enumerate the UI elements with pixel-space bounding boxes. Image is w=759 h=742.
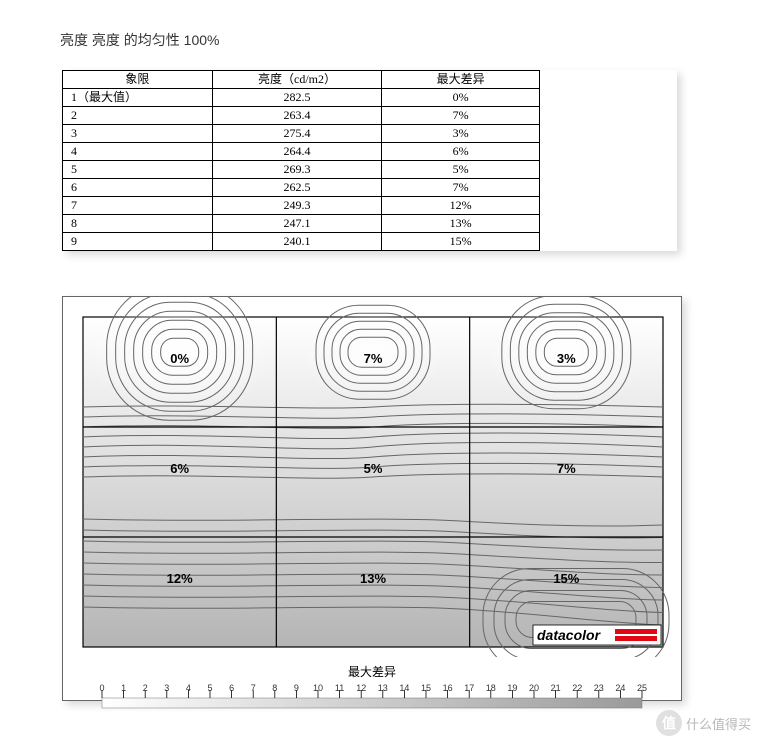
table-cell: 264.4: [212, 143, 382, 161]
watermark-text: 什么值得买: [686, 714, 751, 733]
zone-label: 0%: [170, 351, 189, 366]
zone-label: 3%: [557, 351, 576, 366]
scale-tick: 5: [207, 684, 212, 693]
table-cell: 12%: [382, 197, 540, 215]
svg-text:datacolor: datacolor: [537, 627, 602, 643]
scale-label: 最大差异: [63, 663, 681, 680]
scale-tick: 21: [551, 684, 561, 693]
table-cell: 269.3: [212, 161, 382, 179]
zone-label: 6%: [170, 461, 189, 476]
scale-tick: 17: [464, 684, 474, 693]
uniformity-table: 象限 亮度（cd/m2） 最大差异 1（最大值）282.50%2263.47%3…: [62, 70, 540, 251]
table-cell: 13%: [382, 215, 540, 233]
table-cell: 0%: [382, 89, 540, 107]
table-cell: 5: [63, 161, 213, 179]
scale-bar-wrap: 0123456789101112131415161718192021222324…: [63, 684, 681, 714]
table-cell: 240.1: [212, 233, 382, 251]
table-row: 1（最大值）282.50%: [63, 89, 540, 107]
scale-tick: 22: [572, 684, 582, 693]
table-row: 3275.43%: [63, 125, 540, 143]
table-cell: 249.3: [212, 197, 382, 215]
zone-label: 7%: [557, 461, 576, 476]
contour-chart: 0% 7% 3% 6% 5% 7% 12% 13% 15% datacolor: [63, 297, 683, 657]
scale-tick: 8: [272, 684, 277, 693]
scale-bar: 0123456789101112131415161718192021222324…: [92, 684, 652, 714]
scale-tick: 13: [378, 684, 388, 693]
table-cell: 282.5: [212, 89, 382, 107]
table-cell: 2: [63, 107, 213, 125]
table-cell: 15%: [382, 233, 540, 251]
table-row: 6262.57%: [63, 179, 540, 197]
col-header-maxdiff: 最大差异: [382, 71, 540, 89]
watermark: 值 什么值得买: [656, 710, 751, 736]
scale-tick: 15: [421, 684, 431, 693]
scale-tick: 9: [294, 684, 299, 693]
contour-chart-container: 0%7%3%6%5%7%12%13%15%datacolor 最大差异 0123…: [62, 296, 682, 701]
table-row: 5269.35%: [63, 161, 540, 179]
table-header-row: 象限 亮度（cd/m2） 最大差异: [63, 71, 540, 89]
scale-tick: 10: [313, 684, 323, 693]
table-cell: 262.5: [212, 179, 382, 197]
uniformity-table-container: 象限 亮度（cd/m2） 最大差异 1（最大值）282.50%2263.47%3…: [62, 70, 677, 251]
table-row: 9240.115%: [63, 233, 540, 251]
scale-tick: 14: [399, 684, 409, 693]
table-cell: 8: [63, 215, 213, 233]
scale-tick: 20: [529, 684, 539, 693]
table-cell: 6: [63, 179, 213, 197]
table-cell: 7%: [382, 179, 540, 197]
zone-label: 15%: [553, 571, 579, 586]
page-title: 亮度 亮度 的均匀性 100%: [60, 30, 219, 50]
scale-tick: 23: [594, 684, 604, 693]
scale-tick: 25: [637, 684, 647, 693]
col-header-quadrant: 象限: [63, 71, 213, 89]
table-cell: 6%: [382, 143, 540, 161]
scale-tick: 0: [99, 684, 104, 693]
table-cell: 3: [63, 125, 213, 143]
scale-tick: 24: [615, 684, 625, 693]
table-cell: 7: [63, 197, 213, 215]
scale-tick: 6: [229, 684, 234, 693]
scale-tick: 18: [486, 684, 496, 693]
zone-label: 13%: [360, 571, 386, 586]
table-cell: 1（最大值）: [63, 89, 213, 107]
table-cell: 7%: [382, 107, 540, 125]
table-row: 4264.46%: [63, 143, 540, 161]
scale-tick: 2: [143, 684, 148, 693]
table-cell: 275.4: [212, 125, 382, 143]
table-cell: 9: [63, 233, 213, 251]
scale-tick: 1: [121, 684, 126, 693]
datacolor-logo: datacolor: [533, 625, 661, 645]
zone-label: 7%: [364, 351, 383, 366]
table-cell: 4: [63, 143, 213, 161]
scale-tick: 12: [356, 684, 366, 693]
table-cell: 3%: [382, 125, 540, 143]
table-row: 2263.47%: [63, 107, 540, 125]
table-cell: 5%: [382, 161, 540, 179]
table-cell: 247.1: [212, 215, 382, 233]
scale-tick: 19: [507, 684, 517, 693]
table-row: 8247.113%: [63, 215, 540, 233]
scale-tick: 16: [443, 684, 453, 693]
scale-tick: 3: [164, 684, 169, 693]
watermark-badge: 值: [656, 710, 682, 736]
zone-label: 12%: [167, 571, 193, 586]
table-row: 7249.312%: [63, 197, 540, 215]
table-cell: 263.4: [212, 107, 382, 125]
zone-label: 5%: [364, 461, 383, 476]
col-header-luminance: 亮度（cd/m2）: [212, 71, 382, 89]
scale-tick: 7: [251, 684, 256, 693]
scale-tick: 11: [335, 684, 344, 693]
scale-tick: 4: [186, 684, 191, 693]
